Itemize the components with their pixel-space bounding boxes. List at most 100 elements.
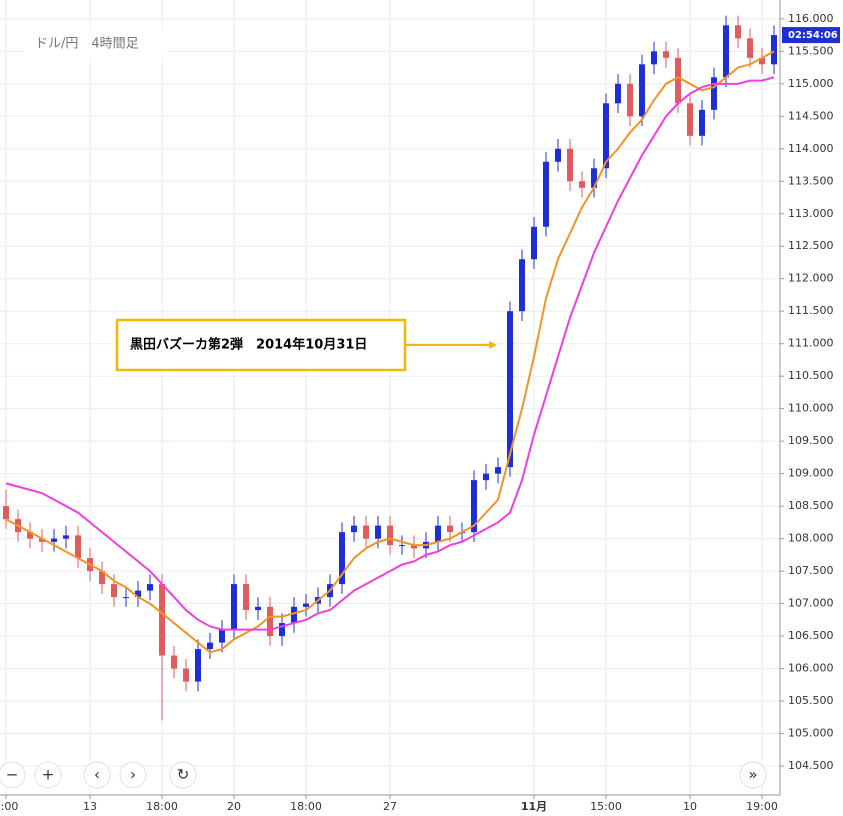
y-tick-label: 112.000 bbox=[788, 272, 834, 285]
candle-body bbox=[147, 584, 153, 591]
candle-body bbox=[543, 161, 549, 227]
x-tick-label: 11月 bbox=[521, 800, 547, 813]
scroll-left-button[interactable]: ‹ bbox=[83, 761, 111, 789]
candle-body bbox=[675, 57, 681, 104]
y-tick-label: 104.500 bbox=[788, 759, 834, 772]
candle-body bbox=[267, 606, 273, 637]
candle-body bbox=[591, 168, 597, 188]
svg-text:›: › bbox=[130, 766, 136, 784]
candle-body bbox=[567, 148, 573, 182]
candle-body bbox=[699, 109, 705, 136]
svg-text:+: + bbox=[42, 766, 55, 784]
candle-body bbox=[399, 545, 405, 547]
candle-body bbox=[507, 311, 513, 468]
candle-body bbox=[639, 64, 645, 117]
candle-body bbox=[747, 38, 753, 58]
y-tick-label: 113.500 bbox=[788, 174, 834, 187]
y-tick-label: 105.500 bbox=[788, 694, 834, 707]
y-tick-label: 114.000 bbox=[788, 142, 834, 155]
candle-body bbox=[531, 226, 537, 260]
candle-body bbox=[279, 623, 285, 637]
candle-body bbox=[651, 51, 657, 65]
candle-body bbox=[771, 35, 777, 65]
candle-body bbox=[495, 467, 501, 474]
x-tick-label: 19:00 bbox=[746, 800, 778, 813]
candle-body bbox=[75, 535, 81, 559]
y-tick-label: 111.000 bbox=[788, 337, 834, 350]
y-tick-label: 115.000 bbox=[788, 77, 834, 90]
y-tick-label: 109.000 bbox=[788, 467, 834, 480]
svg-text:−: − bbox=[6, 766, 19, 784]
candle-body bbox=[255, 606, 261, 611]
y-tick-label: 110.500 bbox=[788, 369, 834, 382]
arrow-head bbox=[489, 341, 497, 349]
title-bg bbox=[24, 30, 166, 58]
x-tick-label: 10 bbox=[683, 800, 697, 813]
svg-text:»: » bbox=[748, 766, 757, 784]
candle-body bbox=[603, 103, 609, 169]
current-price-label: 02:54:06 bbox=[788, 30, 838, 41]
candle-body bbox=[27, 532, 33, 539]
moving-average bbox=[5, 50, 775, 654]
candle-body bbox=[111, 584, 117, 598]
x-tick-label: 15:00 bbox=[590, 800, 622, 813]
x-tick-label: 8:00 bbox=[0, 800, 18, 813]
y-tick-label: 109.500 bbox=[788, 434, 834, 447]
scroll-end-button[interactable]: » bbox=[739, 761, 767, 789]
candle-body bbox=[303, 603, 309, 607]
candle-body bbox=[723, 25, 729, 78]
zoom-out-button[interactable]: − bbox=[0, 761, 26, 789]
svg-text:↻: ↻ bbox=[177, 766, 190, 784]
y-tick-label: 106.000 bbox=[788, 662, 834, 675]
candle-body bbox=[207, 642, 213, 650]
candle-body bbox=[99, 571, 105, 585]
candle-body bbox=[171, 655, 177, 669]
candle-body bbox=[663, 51, 669, 58]
candle-body bbox=[243, 584, 249, 611]
chart-title: ドル/円 4時間足 bbox=[35, 37, 139, 52]
current-price-box bbox=[782, 27, 840, 44]
y-tick-label: 115.500 bbox=[788, 44, 834, 57]
candle-body bbox=[339, 532, 345, 585]
reset-button[interactable]: ↻ bbox=[169, 761, 197, 789]
candle-body bbox=[735, 25, 741, 39]
y-tick-label: 111.500 bbox=[788, 304, 834, 317]
y-tick-label: 106.500 bbox=[788, 629, 834, 642]
x-tick-label: 27 bbox=[383, 800, 397, 813]
candle-body bbox=[231, 584, 237, 630]
x-tick-label: 13 bbox=[83, 800, 97, 813]
y-tick-label: 108.500 bbox=[788, 499, 834, 512]
candle-body bbox=[519, 259, 525, 312]
svg-text:‹: ‹ bbox=[94, 766, 100, 784]
y-tick-label: 116.000 bbox=[788, 12, 834, 25]
y-tick-label: 110.000 bbox=[788, 402, 834, 415]
candle-body bbox=[375, 525, 381, 539]
x-tick-label: 20 bbox=[227, 800, 241, 813]
candle-body bbox=[471, 480, 477, 533]
candle-body bbox=[51, 538, 57, 542]
scroll-right-button[interactable]: › bbox=[119, 761, 147, 789]
annotation-box bbox=[115, 318, 407, 372]
zoom-in-button[interactable]: + bbox=[34, 761, 62, 789]
candle-body bbox=[627, 83, 633, 117]
annotation: 黒田バズーカ第2弾 2014年10月31日 bbox=[130, 337, 367, 353]
candle-body bbox=[3, 506, 9, 520]
candle-body bbox=[351, 525, 357, 533]
y-tick-label: 105.000 bbox=[788, 727, 834, 740]
candle-body bbox=[195, 649, 201, 682]
y-tick-label: 112.500 bbox=[788, 239, 834, 252]
candle-body bbox=[411, 545, 417, 549]
moving-average bbox=[5, 76, 775, 631]
candle-body bbox=[123, 597, 129, 599]
y-tick-label: 108.000 bbox=[788, 532, 834, 545]
candle-body bbox=[387, 525, 393, 546]
candle-body bbox=[291, 606, 297, 624]
candle-body bbox=[759, 57, 765, 65]
candle-body bbox=[483, 473, 489, 481]
y-tick-label: 113.000 bbox=[788, 207, 834, 220]
candle-body bbox=[711, 77, 717, 110]
candle-body bbox=[183, 668, 189, 682]
candle-body bbox=[615, 83, 621, 104]
